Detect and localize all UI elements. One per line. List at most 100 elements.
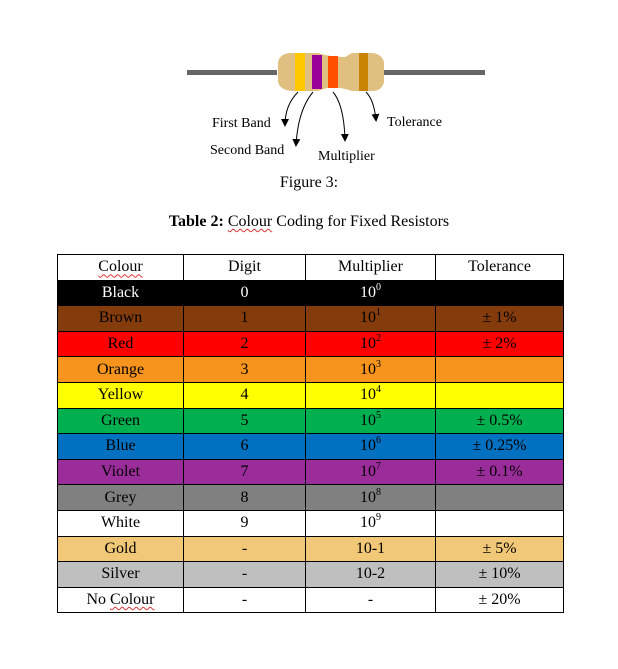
- tolerance-band: [359, 53, 368, 91]
- colour-name: Silver: [101, 565, 140, 583]
- multiplier-cell: 102: [305, 330, 436, 358]
- wire-left: [187, 70, 277, 75]
- table-row: Blue 6 106 ± 0.25%: [57, 433, 564, 460]
- colour-name: Grey: [104, 488, 137, 506]
- colour-cell: Orange: [57, 356, 184, 383]
- multiplier-base: 10: [360, 335, 376, 353]
- multiplier-base: 10: [360, 488, 376, 506]
- figure-caption: Figure 3:: [279, 174, 339, 191]
- table-row: Yellow 4 104: [57, 381, 564, 409]
- header-digit: Digit: [183, 254, 306, 281]
- multiplier-base: -: [367, 591, 374, 609]
- digit-cell: -: [183, 561, 306, 588]
- table-number: Table 2:: [168, 213, 224, 230]
- header-tolerance: Tolerance: [435, 254, 564, 281]
- tolerance-cell: ± 10%: [435, 561, 564, 588]
- multiplier-cell: 107: [305, 458, 436, 486]
- digit-cell: -: [183, 586, 306, 614]
- colour-cell: Yellow: [57, 381, 184, 409]
- table-title: Table 2: Colour Coding for Fixed Resisto…: [0, 213, 618, 231]
- tolerance-cell: ± 0.5%: [435, 407, 564, 435]
- table-row: Grey 8 108: [57, 484, 564, 511]
- multiplier-exponent: 0: [376, 281, 381, 293]
- colour-name: Orange: [96, 360, 145, 378]
- tolerance-arrow: [365, 91, 380, 122]
- table-row: No Colour - - ± 20%: [57, 586, 564, 614]
- multiplier-cell: 101: [305, 305, 436, 332]
- multiplier-exponent: 7: [376, 461, 381, 473]
- digit-cell: 6: [183, 433, 306, 460]
- header-colour: Colour: [57, 254, 184, 281]
- multiplier-base: 10: [360, 437, 376, 455]
- multiplier-band: [328, 56, 338, 88]
- tolerance-cell: ± 0.1%: [435, 458, 564, 486]
- digit-cell: 3: [183, 356, 306, 383]
- table-row: Green 5 105 ± 0.5%: [57, 407, 564, 435]
- wire-right: [384, 70, 485, 75]
- colour-name: White: [100, 514, 141, 532]
- tolerance-cell: ± 20%: [435, 586, 564, 614]
- header-multiplier: Multiplier: [305, 254, 436, 281]
- first-band-label: First Band: [212, 116, 271, 131]
- header-colour-text: Colour: [98, 258, 143, 276]
- tolerance-cell: ± 1%: [435, 305, 564, 332]
- multiplier-base: 10: [360, 309, 376, 327]
- table-row: Orange 3 103: [57, 356, 564, 383]
- tolerance-cell: [435, 279, 564, 307]
- colour-cell: Red: [57, 330, 184, 358]
- multiplier-cell: 109: [305, 509, 436, 537]
- first-band: [295, 53, 305, 91]
- colour-cell: Blue: [57, 433, 184, 460]
- table-title-rest: Coding for Fixed Resistors: [272, 213, 450, 230]
- table-row: Brown 1 101 ± 1%: [57, 305, 564, 332]
- multiplier-cell: -: [305, 586, 436, 614]
- header-row: Colour Digit Multiplier Tolerance: [57, 254, 564, 281]
- colour-cell: No Colour: [57, 586, 184, 614]
- multiplier-base: 10: [360, 463, 376, 481]
- second-band: [312, 55, 322, 89]
- multiplier-cell: 100: [305, 279, 436, 307]
- colour-cell: Violet: [57, 458, 184, 486]
- second-band-label: Second Band: [210, 143, 285, 158]
- colour-cell: Green: [57, 407, 184, 435]
- colour-name: Violet: [100, 463, 141, 481]
- multiplier-base: 10-2: [355, 565, 386, 583]
- digit-cell: 8: [183, 484, 306, 511]
- multiplier-exponent: 9: [376, 512, 381, 524]
- tolerance-cell: [435, 381, 564, 409]
- colour-cell: Brown: [57, 305, 184, 332]
- table-row: Silver - 10-2 ± 10%: [57, 561, 564, 588]
- multiplier-cell: 103: [305, 356, 436, 383]
- multiplier-cell: 10-1: [305, 535, 436, 563]
- table-title-word: Colour: [227, 213, 273, 230]
- multiplier-base: 10-1: [355, 539, 386, 557]
- second-band-arrow: [292, 91, 314, 147]
- colour-name: No Colour: [86, 591, 155, 609]
- digit-cell: 7: [183, 458, 306, 486]
- multiplier-exponent: 5: [376, 409, 381, 421]
- multiplier-exponent: 6: [376, 435, 381, 447]
- digit-cell: 9: [183, 509, 306, 537]
- tolerance-cell: [435, 356, 564, 383]
- multiplier-base: 10: [360, 386, 376, 404]
- multiplier-cell: 105: [305, 407, 436, 435]
- digit-cell: 0: [183, 279, 306, 307]
- colour-name: Yellow: [97, 386, 144, 404]
- digit-cell: 1: [183, 305, 306, 332]
- multiplier-arrow: [332, 91, 349, 142]
- colour-name: Red: [107, 335, 134, 353]
- colour-cell: Silver: [57, 561, 184, 588]
- colour-name: Blue: [105, 437, 136, 455]
- multiplier-exponent: 8: [376, 486, 381, 498]
- multiplier-base: 10: [360, 411, 376, 429]
- colour-cell: White: [57, 509, 184, 537]
- tolerance-cell: ± 5%: [435, 535, 564, 563]
- colour-code-table: Colour Digit Multiplier Tolerance Black …: [57, 254, 564, 614]
- multiplier-base: 10: [360, 514, 376, 532]
- multiplier-exponent: 2: [376, 333, 381, 345]
- digit-cell: 5: [183, 407, 306, 435]
- multiplier-cell: 108: [305, 484, 436, 511]
- multiplier-base: 10: [360, 283, 376, 301]
- multiplier-cell: 10-2: [305, 561, 436, 588]
- multiplier-exponent: 1: [376, 307, 381, 319]
